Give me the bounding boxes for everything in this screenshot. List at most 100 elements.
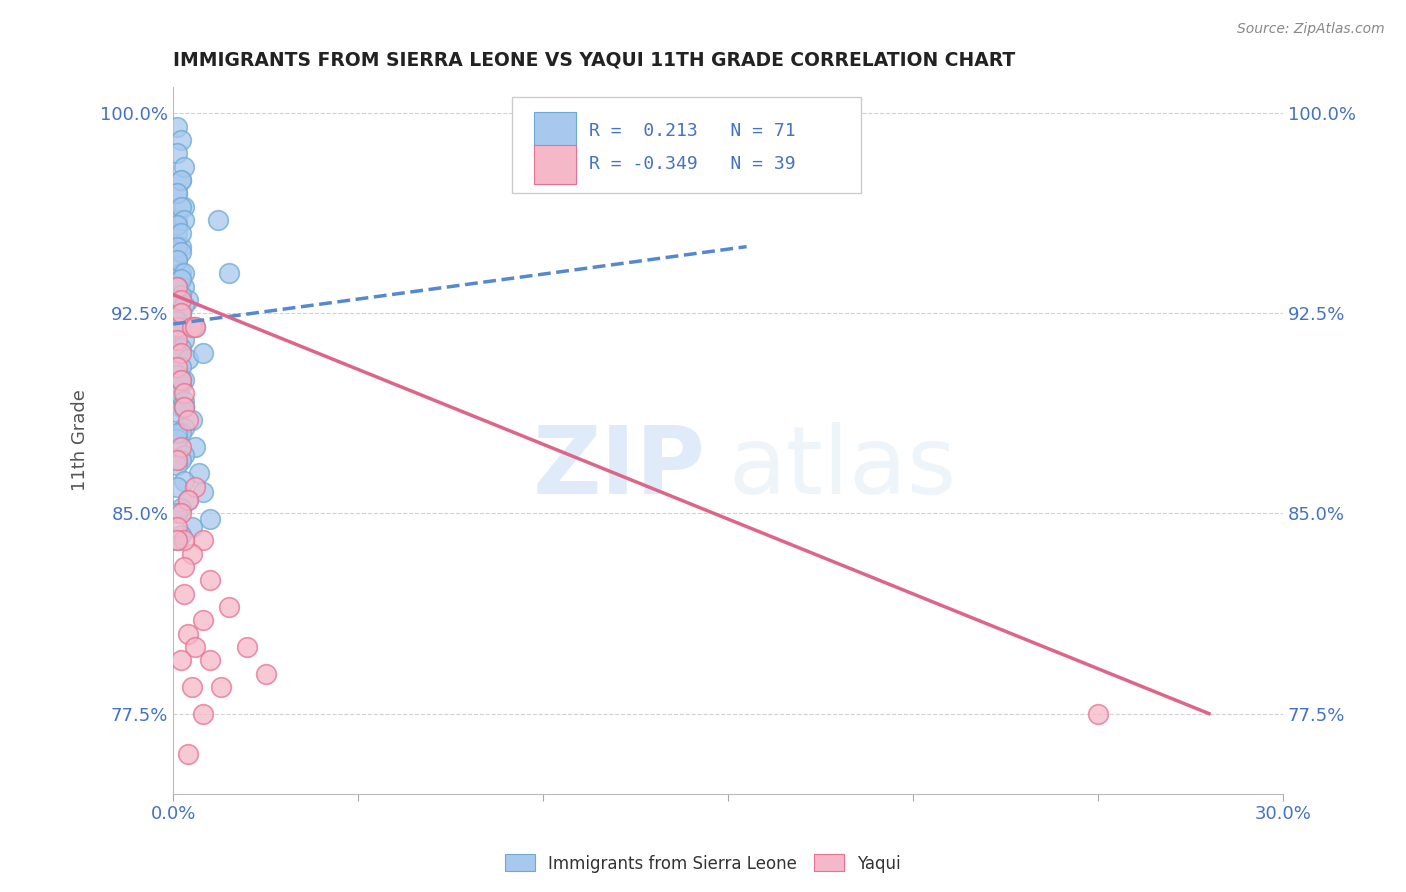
Point: [200, 653, 222, 667]
Point: [169, 501, 191, 516]
Point: [169, 306, 191, 320]
Point: [169, 244, 191, 259]
Point: [166, 480, 188, 494]
Point: [166, 520, 188, 534]
Point: [184, 319, 207, 334]
Point: [191, 613, 214, 627]
Point: [166, 239, 188, 253]
Text: ZIP: ZIP: [533, 423, 706, 515]
Point: [169, 440, 191, 454]
Point: [173, 448, 195, 462]
Point: [207, 213, 229, 227]
Point: [180, 319, 202, 334]
Point: [173, 279, 195, 293]
Point: [166, 458, 188, 473]
FancyBboxPatch shape: [534, 145, 576, 184]
Point: [173, 298, 195, 312]
Point: [177, 747, 200, 761]
Point: [236, 640, 259, 654]
FancyBboxPatch shape: [512, 97, 862, 193]
Point: [180, 413, 202, 427]
Point: [177, 626, 200, 640]
Point: [173, 586, 195, 600]
Point: [177, 493, 200, 508]
Point: [173, 421, 195, 435]
Point: [180, 547, 202, 561]
Point: [166, 120, 188, 134]
Point: [173, 533, 195, 548]
Point: [169, 173, 191, 187]
Point: [169, 400, 191, 414]
Point: [177, 493, 200, 508]
Point: [166, 346, 188, 360]
Text: IMMIGRANTS FROM SIERRA LEONE VS YAQUI 11TH GRADE CORRELATION CHART: IMMIGRANTS FROM SIERRA LEONE VS YAQUI 11…: [173, 51, 1015, 70]
Point: [200, 512, 222, 526]
Point: [166, 386, 188, 401]
Point: [173, 400, 195, 414]
Point: [180, 680, 202, 694]
Point: [184, 440, 207, 454]
Text: R =  0.213   N = 71: R = 0.213 N = 71: [589, 122, 796, 140]
Point: [173, 160, 195, 174]
Point: [169, 133, 191, 147]
Point: [191, 485, 214, 500]
Point: [166, 186, 188, 201]
Point: [173, 386, 195, 401]
Point: [166, 293, 188, 307]
Point: [1087, 706, 1109, 721]
Point: [173, 559, 195, 574]
Text: Source: ZipAtlas.com: Source: ZipAtlas.com: [1237, 22, 1385, 37]
Point: [191, 706, 214, 721]
Point: [173, 394, 195, 409]
Point: [166, 252, 188, 267]
Point: [169, 341, 191, 355]
Point: [177, 413, 200, 427]
Point: [254, 666, 277, 681]
Point: [166, 432, 188, 446]
Point: [169, 173, 191, 187]
Point: [169, 319, 191, 334]
Point: [166, 186, 188, 201]
Point: [166, 279, 188, 293]
Point: [169, 373, 191, 387]
Point: [173, 213, 195, 227]
Point: [166, 219, 188, 233]
Point: [173, 400, 195, 414]
Point: [184, 480, 207, 494]
Point: [173, 266, 195, 280]
Point: [169, 378, 191, 392]
FancyBboxPatch shape: [534, 112, 576, 151]
Point: [166, 405, 188, 419]
Point: [166, 426, 188, 441]
Point: [169, 287, 191, 301]
Point: [166, 319, 188, 334]
Point: [218, 599, 240, 614]
Point: [218, 266, 240, 280]
Point: [169, 271, 191, 285]
Point: [166, 213, 188, 227]
Point: [191, 346, 214, 360]
Point: [166, 533, 188, 548]
Point: [180, 520, 202, 534]
Point: [169, 653, 191, 667]
Point: [169, 453, 191, 467]
Point: [169, 227, 191, 241]
Point: [169, 507, 191, 521]
Point: [166, 314, 188, 328]
Point: [166, 279, 188, 293]
Point: [184, 640, 207, 654]
Point: [173, 333, 195, 347]
Point: [166, 533, 188, 548]
Point: [166, 146, 188, 161]
Point: [166, 252, 188, 267]
Point: [169, 266, 191, 280]
Point: [191, 533, 214, 548]
Point: [166, 325, 188, 339]
Point: [166, 507, 188, 521]
Text: atlas: atlas: [728, 423, 956, 515]
Point: [177, 351, 200, 366]
Point: [169, 426, 191, 441]
Y-axis label: 11th Grade: 11th Grade: [72, 389, 89, 491]
Point: [169, 293, 191, 307]
Point: [209, 680, 232, 694]
